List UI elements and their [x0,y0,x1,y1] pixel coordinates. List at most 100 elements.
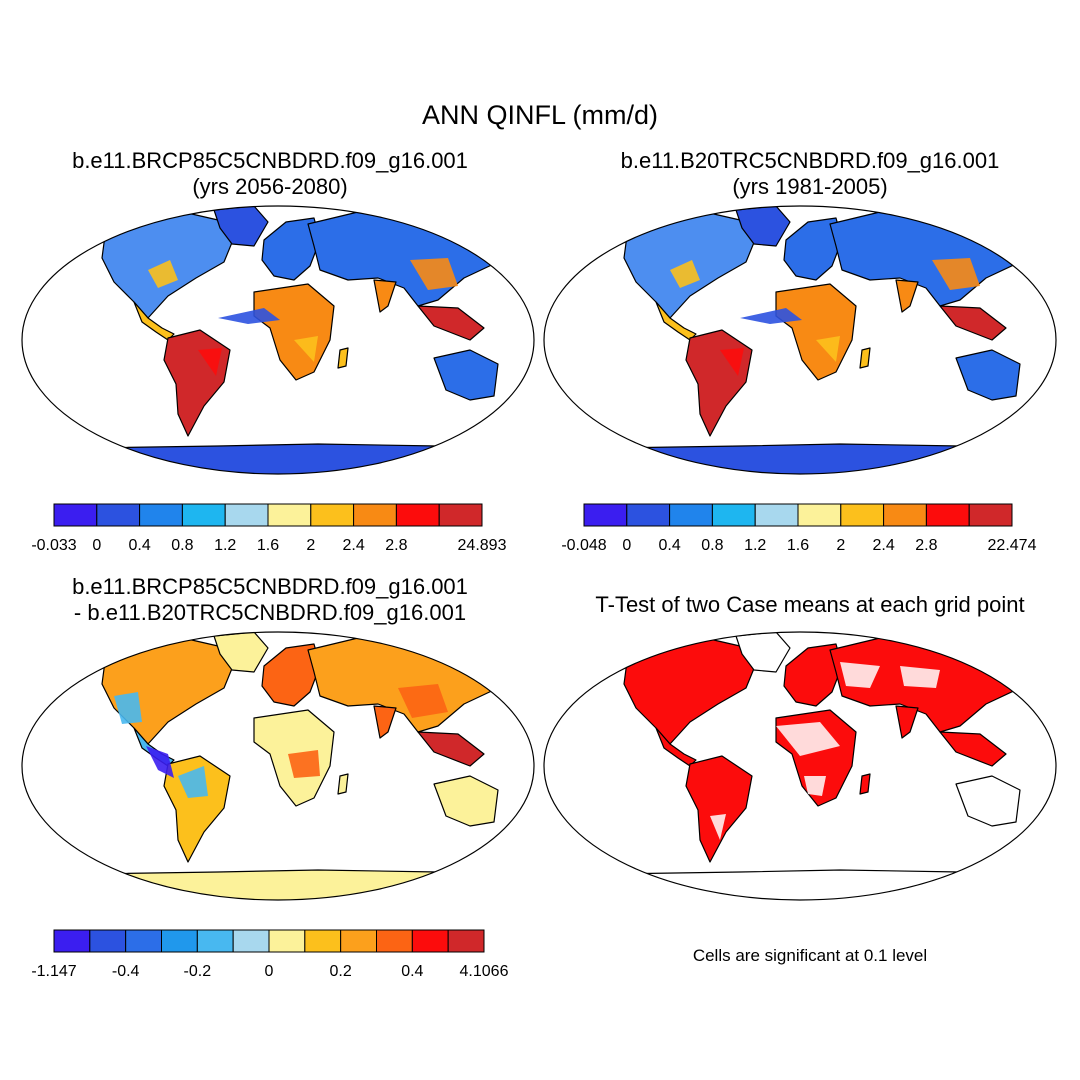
continent-greenland [735,632,791,673]
colorbar-tick-label: 2.4 [872,537,894,554]
continent-eu [261,643,321,707]
map-frame [543,205,1057,475]
colorbar-tick-label: 2.8 [915,537,937,554]
colorbar-tick-label: 22.474 [988,537,1037,554]
continent-aus [433,349,499,401]
colorbar-tick-label: 1.2 [744,537,766,554]
colorbar-tick-label: 0 [265,963,274,980]
colorbar-box [340,929,377,953]
colorbar-tick-label: 0.8 [171,537,193,554]
colorbar-box [53,503,98,527]
colorbar-tick-label: -0.2 [184,963,212,980]
continent-aus [955,349,1021,401]
colorbar-box [754,503,799,527]
map-panel-ttest [543,631,1057,901]
colorbar-box [125,929,162,953]
colorbar-tick-label: 2.8 [385,537,407,554]
colorbar-tick-label: -1.147 [31,963,76,980]
colorbar-tick-label: 0.8 [701,537,723,554]
colorbar-panel-3: -1.147 -0.4 -0.2 0 0.2 0.4 4.1066 [31,929,509,980]
panel-1-title-line1: b.e11.BRCP85C5CNBDRD.f09_g16.001 [72,148,468,173]
colorbar-box [310,503,355,527]
significance-note: Cells are significant at 0.1 level [692,946,928,965]
colorbar-box [181,503,226,527]
continent-eu [261,217,321,281]
colorbar-box [840,503,885,527]
colorbar-box [267,503,312,527]
panel-2-title: b.e11.B20TRC5CNBDRD.f09_g16.001 (yrs 198… [560,148,1060,200]
continent-eu [783,217,843,281]
panel-3-title-line1: b.e11.BRCP85C5CNBDRD.f09_g16.001 [72,574,468,599]
colorbar-tick-label: 4.1066 [460,963,509,980]
map-frame [543,631,1057,901]
colorbar-box [376,929,413,953]
colorbar-tick-label: 0 [622,537,631,554]
colorbar-box [353,503,397,527]
map-panel-historical-field [543,205,1057,475]
colorbar-tick-label: 1.6 [787,537,809,554]
continent-aus [955,775,1021,827]
continent-india [895,279,919,313]
colorbar-tick-label: -0.048 [561,537,606,554]
colorbar-box [583,503,628,527]
map-frame [21,631,535,901]
continent-greenland [213,206,269,247]
continent-nz [507,395,519,415]
colorbar-box [53,929,91,953]
colorbar-box [711,503,756,527]
continent-nz [1029,395,1041,415]
colorbar-box [447,929,485,953]
continent-madag [337,773,349,795]
continent-india [895,705,919,739]
continent-sea [939,731,1007,767]
panel-1-title-line2: (yrs 2056-2080) [192,174,348,199]
colorbar-tick-label: 2 [306,537,315,554]
continent-nz [507,821,519,841]
colorbar-tick-label: 0.2 [330,963,352,980]
colorbar-box [304,929,342,953]
colorbar-tick-label: 0.4 [128,537,150,554]
colorbar-tick-label: 2 [836,537,845,554]
continent-sa [685,755,753,863]
colorbar-tick-label: -0.4 [112,963,140,980]
colorbar-box [224,503,269,527]
colorbar-tick-label: 1.6 [257,537,279,554]
colorbar-box [411,929,449,953]
colorbar-box [883,503,927,527]
colorbar-box [797,503,842,527]
colorbar-box [669,503,713,527]
colorbar-box [395,503,440,527]
continent-madag [337,347,349,369]
colorbar-panel-2: -0.048 0 0.4 0.8 1.2 1.6 2 2.4 2.8 22.474 [561,503,1037,554]
colorbar-box [925,503,970,527]
colorbar-tick-label: 0.4 [658,537,680,554]
colorbar-box [268,929,306,953]
colorbar-tick-label: 0.4 [401,963,423,980]
figure-title: ANN QINFL (mm/d) [422,100,658,130]
colorbar-box [968,503,1013,527]
continent-ant [609,443,1011,474]
colorbar-box [232,929,270,953]
continent-india [373,705,397,739]
continent-sea [417,731,485,767]
colorbar-tick-label: 2.4 [342,537,364,554]
map-panel-projected-field [21,205,535,475]
colorbar-tick-label: 0 [92,537,101,554]
map-panel-difference [21,631,535,901]
continent-sea [939,305,1007,341]
colorbar-tick-label: 24.893 [458,537,507,554]
map-frame [21,205,535,475]
colorbar-panel-1: -0.033 0 0.4 0.8 1.2 1.6 2 2.4 2.8 24.893 [31,503,507,554]
continent-india [373,279,397,313]
panel-2-title-line1: b.e11.B20TRC5CNBDRD.f09_g16.001 [620,148,1000,173]
colorbar-box [438,503,483,527]
continent-greenland [735,206,791,247]
panel-4-title: T-Test of two Case means at each grid po… [540,592,1080,618]
colorbar-box [196,929,234,953]
continent-eu [783,643,843,707]
continent-sa [163,755,231,863]
continent-ant [609,869,1011,900]
colorbar-box [626,503,671,527]
continent-ant [87,869,489,900]
panel-4-title-line1: T-Test of two Case means at each grid po… [595,592,1025,617]
